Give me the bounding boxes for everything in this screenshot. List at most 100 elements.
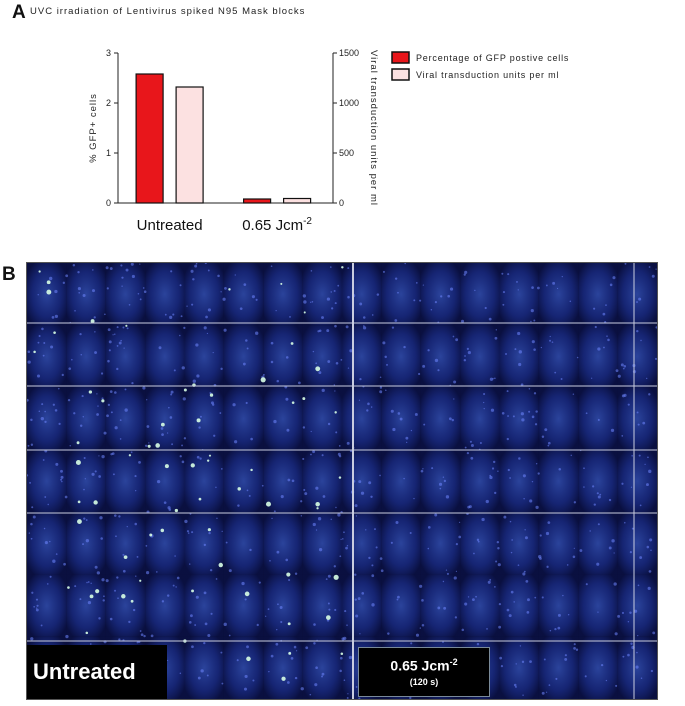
nucleus-speck bbox=[46, 583, 49, 585]
nucleus-speck bbox=[305, 646, 309, 650]
nucleus-speck bbox=[312, 522, 316, 527]
nucleus-speck bbox=[279, 606, 283, 609]
nucleus-speck bbox=[521, 418, 525, 422]
nucleus-speck bbox=[155, 571, 158, 573]
nucleus-speck bbox=[139, 298, 142, 301]
nucleus-speck bbox=[49, 575, 52, 578]
micrograph-tiles bbox=[27, 263, 657, 699]
nucleus-speck bbox=[347, 367, 350, 369]
nucleus-speck bbox=[399, 417, 403, 421]
nucleus-speck bbox=[334, 608, 337, 612]
nucleus-speck bbox=[597, 495, 601, 499]
gfp-positive-speck bbox=[75, 459, 81, 465]
nucleus-speck bbox=[236, 659, 239, 662]
nucleus-speck bbox=[191, 531, 194, 534]
micrograph-tile bbox=[578, 449, 618, 513]
nucleus-speck bbox=[638, 454, 641, 457]
nucleus-speck bbox=[251, 295, 255, 299]
nucleus-speck bbox=[41, 403, 44, 406]
nucleus-speck bbox=[490, 408, 495, 412]
nucleus-speck bbox=[495, 329, 498, 331]
micrograph-tile bbox=[617, 574, 657, 637]
micrograph-tile bbox=[538, 636, 579, 699]
legend-label-1: Viral transduction units per ml bbox=[416, 70, 559, 80]
nucleus-speck bbox=[596, 562, 600, 566]
nucleus-speck bbox=[454, 616, 458, 619]
nucleus-speck bbox=[405, 441, 408, 444]
nucleus-speck bbox=[469, 440, 472, 443]
nucleus-speck bbox=[161, 600, 165, 603]
nucleus-speck bbox=[221, 530, 223, 533]
nucleus-speck bbox=[646, 483, 649, 487]
nucleus-speck bbox=[49, 276, 53, 281]
nucleus-speck bbox=[413, 299, 416, 302]
nucleus-speck bbox=[135, 490, 137, 492]
nucleus-speck bbox=[544, 428, 548, 432]
nucleus-speck bbox=[379, 474, 381, 477]
nucleus-speck bbox=[415, 633, 420, 637]
nucleus-speck bbox=[303, 300, 307, 304]
nucleus-speck bbox=[617, 374, 621, 378]
nucleus-speck bbox=[539, 557, 542, 560]
nucleus-speck bbox=[453, 398, 455, 400]
nucleus-speck bbox=[287, 478, 291, 482]
micrograph-tile bbox=[538, 512, 579, 575]
legend-swatch-0 bbox=[391, 51, 410, 64]
nucleus-speck bbox=[483, 401, 485, 404]
gfp-positive-speck bbox=[85, 631, 89, 635]
nucleus-speck bbox=[455, 542, 458, 546]
nucleus-speck bbox=[60, 469, 63, 473]
micrograph-tile bbox=[381, 574, 421, 637]
nucleus-speck bbox=[470, 456, 474, 460]
nucleus-speck bbox=[594, 325, 597, 329]
nucleus-speck bbox=[182, 397, 186, 401]
nucleus-speck bbox=[315, 529, 318, 531]
nucleus-speck bbox=[67, 399, 71, 402]
nucleus-speck bbox=[27, 360, 31, 364]
nucleus-speck bbox=[277, 603, 279, 606]
nucleus-speck bbox=[635, 665, 639, 669]
nucleus-speck bbox=[130, 451, 133, 454]
nucleus-speck bbox=[294, 572, 298, 575]
nucleus-speck bbox=[170, 393, 173, 396]
micrograph-tile bbox=[263, 263, 303, 326]
nucleus-speck bbox=[631, 527, 634, 530]
nucleus-speck bbox=[585, 583, 588, 586]
nucleus-speck bbox=[440, 295, 443, 298]
nucleus-speck bbox=[455, 570, 458, 572]
micrograph-tile bbox=[263, 325, 303, 388]
nucleus-speck bbox=[311, 301, 314, 303]
gfp-positive-speck bbox=[340, 652, 344, 655]
nucleus-speck bbox=[134, 522, 138, 526]
micrograph-tile bbox=[263, 387, 303, 450]
nucleus-speck bbox=[304, 492, 308, 496]
nucleus-speck bbox=[561, 275, 563, 278]
nucleus-speck bbox=[453, 576, 457, 580]
nucleus-speck bbox=[466, 452, 470, 455]
nucleus-speck bbox=[244, 598, 247, 601]
nucleus-speck bbox=[116, 576, 119, 579]
nucleus-speck bbox=[328, 608, 331, 611]
nucleus-speck bbox=[268, 670, 270, 673]
nucleus-speck bbox=[114, 589, 117, 592]
nucleus-speck bbox=[518, 350, 522, 354]
nucleus-speck bbox=[343, 679, 346, 681]
nucleus-speck bbox=[541, 596, 544, 599]
nucleus-speck bbox=[322, 495, 326, 498]
nucleus-speck bbox=[467, 505, 471, 509]
micrograph-tile bbox=[578, 325, 618, 388]
nucleus-speck bbox=[89, 643, 92, 645]
nucleus-speck bbox=[572, 393, 575, 395]
nucleus-speck bbox=[52, 403, 55, 406]
nucleus-speck bbox=[288, 578, 291, 582]
nucleus-speck bbox=[161, 433, 164, 436]
nucleus-speck bbox=[517, 564, 520, 566]
y-axis-label-left: % GFP+ cells bbox=[88, 93, 99, 163]
gfp-positive-speck bbox=[316, 507, 319, 510]
micrograph-tile bbox=[381, 325, 421, 388]
nucleus-speck bbox=[339, 656, 343, 660]
nucleus-speck bbox=[452, 335, 455, 338]
nucleus-speck bbox=[146, 425, 150, 428]
nucleus-speck bbox=[50, 345, 54, 349]
nucleus-speck bbox=[477, 540, 480, 543]
